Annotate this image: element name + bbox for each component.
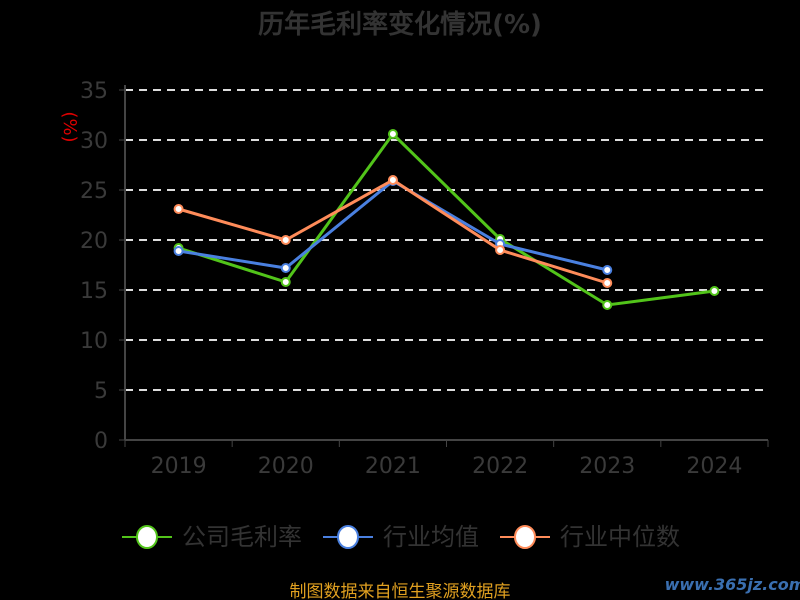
legend-label: 行业中位数 — [560, 523, 680, 551]
legend-marker-icon — [337, 525, 359, 549]
data-point — [602, 265, 613, 275]
y-axis-unit: (%) — [59, 111, 80, 142]
data-point — [173, 204, 184, 214]
legend-marker-icon — [514, 525, 536, 549]
data-point — [602, 300, 613, 310]
y-tick-label: 10 — [80, 329, 108, 354]
legend-item-2[interactable]: 行业中位数 — [500, 523, 680, 551]
data-point — [280, 263, 291, 273]
y-tick-label: 20 — [80, 229, 108, 254]
data-point — [280, 235, 291, 245]
x-tick-label: 2023 — [579, 454, 635, 479]
data-point — [387, 175, 398, 185]
legend-label: 行业均值 — [383, 523, 479, 551]
series-line-1 — [178, 179, 608, 272]
y-tick-label: 35 — [80, 79, 108, 104]
legend-label: 公司毛利率 — [182, 523, 302, 551]
x-tick-label: 2019 — [151, 454, 207, 479]
y-tick-label: 15 — [80, 279, 108, 304]
series-line-0 — [178, 131, 715, 307]
data-point — [602, 278, 613, 288]
data-point — [280, 277, 291, 287]
x-tick-label: 2024 — [686, 454, 742, 479]
data-point — [387, 129, 398, 139]
chart-title: 历年毛利率变化情况(%) — [258, 9, 542, 40]
watermark: www.365jz.com — [665, 575, 800, 594]
y-tick-label: 5 — [94, 379, 108, 404]
data-point — [709, 286, 720, 296]
y-tick-label: 30 — [80, 129, 108, 154]
legend-item-1[interactable]: 行业均值 — [323, 523, 479, 551]
source-note: 制图数据来自恒生聚源数据库 — [290, 582, 511, 600]
legend-item-0[interactable]: 公司毛利率 — [122, 523, 302, 551]
x-tick-label: 2021 — [365, 454, 421, 479]
x-tick-label: 2020 — [258, 454, 314, 479]
x-tick-label: 2022 — [472, 454, 528, 479]
legend-marker-icon — [136, 525, 158, 549]
data-point — [173, 246, 184, 256]
data-point — [495, 245, 506, 255]
y-tick-label: 25 — [80, 179, 108, 204]
y-tick-label: 0 — [94, 429, 108, 454]
